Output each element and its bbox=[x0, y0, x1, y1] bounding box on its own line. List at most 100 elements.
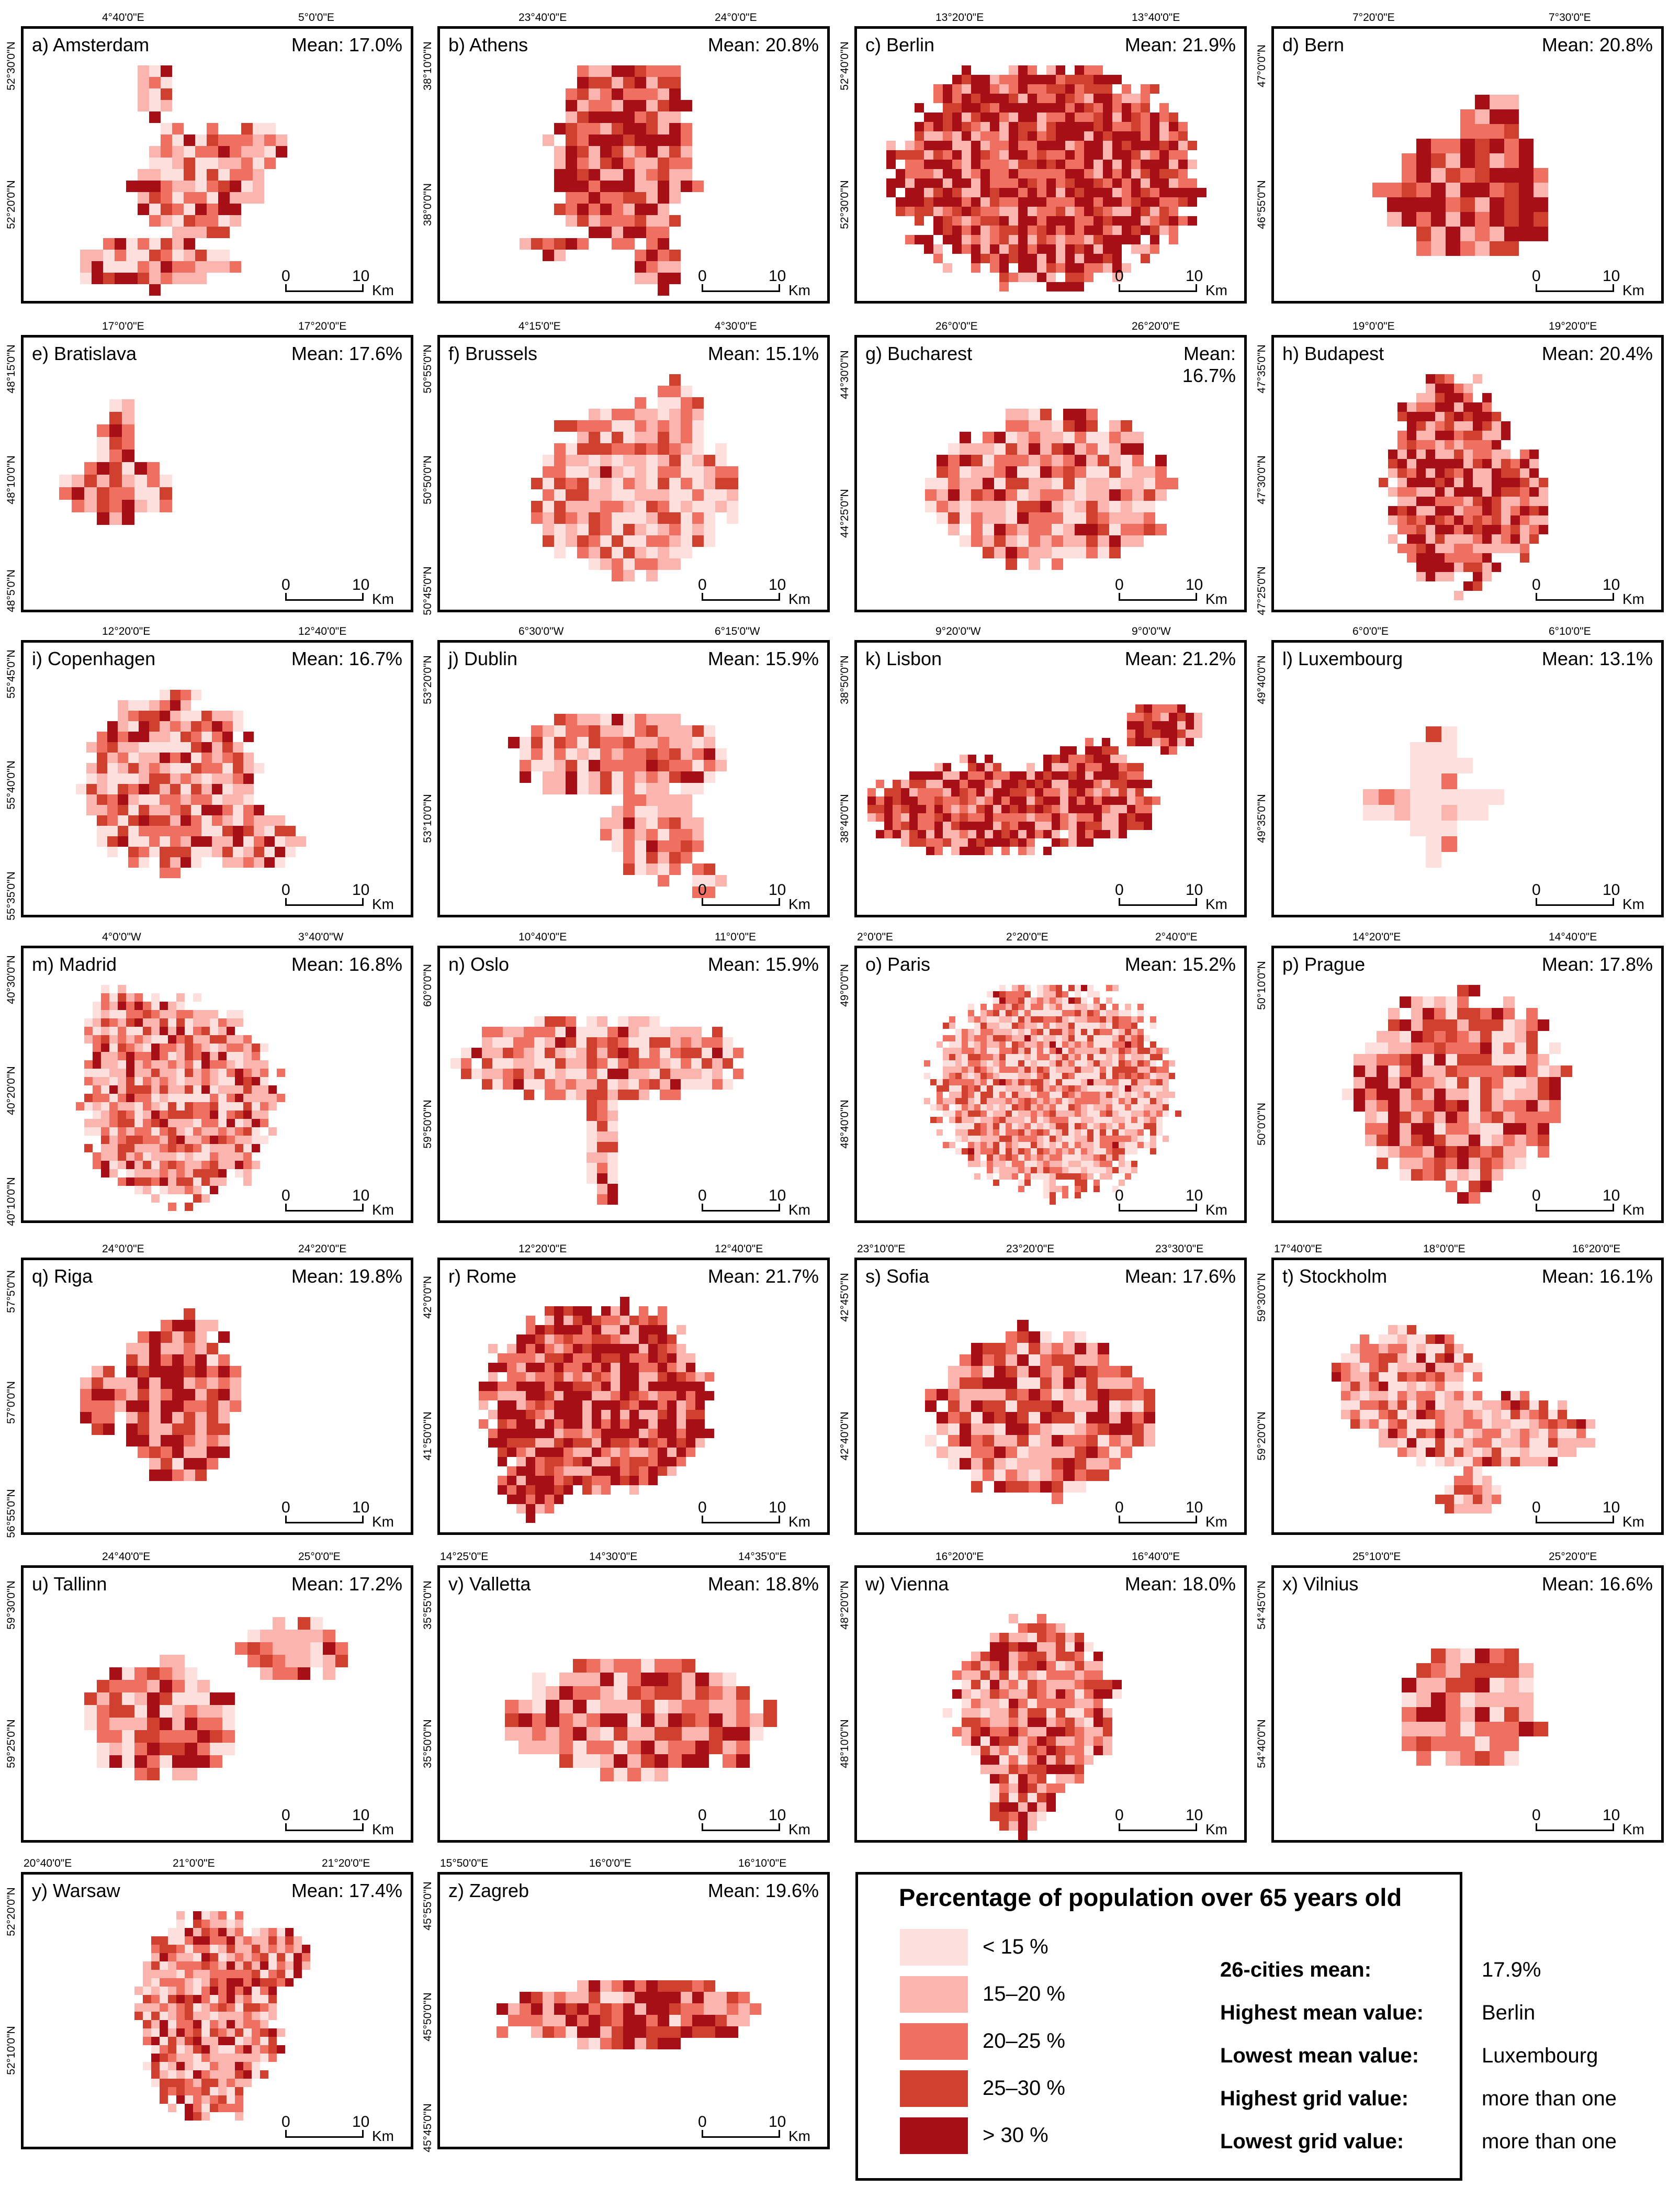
grid-cell bbox=[1127, 788, 1135, 797]
grid-cell bbox=[1006, 1029, 1012, 1035]
grid-cell bbox=[1137, 1054, 1144, 1060]
grid-cell bbox=[909, 780, 918, 788]
grid-cell bbox=[1077, 755, 1085, 763]
grid-cell bbox=[681, 748, 692, 760]
grid-cell bbox=[607, 1121, 618, 1131]
grid-cell bbox=[1050, 1136, 1056, 1142]
grid-cell bbox=[924, 207, 933, 216]
grid-cell bbox=[1018, 1098, 1024, 1104]
grid-cell bbox=[1068, 1016, 1075, 1023]
grid-cell bbox=[993, 813, 1001, 822]
grid-cell bbox=[1377, 1158, 1388, 1169]
grid-cell bbox=[1018, 1142, 1024, 1148]
grid-cell bbox=[218, 1177, 227, 1186]
grid-cell bbox=[1103, 150, 1112, 160]
grid-cell bbox=[1103, 235, 1112, 244]
grid-cell bbox=[635, 111, 646, 123]
grid-cell bbox=[1169, 704, 1177, 713]
grid-cell bbox=[968, 813, 976, 822]
grid-cell bbox=[1365, 1089, 1377, 1100]
grid-cell bbox=[160, 1136, 168, 1144]
grid-cell bbox=[1012, 991, 1018, 997]
grid-cell bbox=[138, 204, 149, 215]
grid-cell bbox=[1018, 150, 1028, 160]
grid-cell bbox=[628, 1048, 639, 1058]
grid-cell bbox=[1515, 1100, 1526, 1112]
grid-cell bbox=[669, 558, 681, 570]
grid-cell bbox=[669, 88, 681, 100]
grid-cell bbox=[543, 748, 554, 760]
grid-cell bbox=[1086, 432, 1098, 443]
grid-cell bbox=[118, 1144, 126, 1152]
grid-cell bbox=[1043, 1004, 1050, 1010]
grid-cell bbox=[161, 134, 172, 146]
grid-cell bbox=[109, 1152, 118, 1161]
grid-cell bbox=[943, 1023, 949, 1029]
grid-cell bbox=[1068, 822, 1077, 830]
grid-cell bbox=[1469, 1192, 1480, 1204]
grid-cell bbox=[1052, 466, 1063, 478]
grid-cell bbox=[243, 1119, 252, 1127]
grid-cell bbox=[952, 75, 962, 84]
grid-cell bbox=[1122, 207, 1131, 216]
grid-cell bbox=[1017, 455, 1029, 466]
grid-cell bbox=[1093, 160, 1103, 169]
grid-cell bbox=[1087, 1067, 1093, 1073]
grid-cell bbox=[1050, 1117, 1056, 1123]
grid-cell bbox=[176, 1077, 185, 1085]
grid-cell bbox=[1379, 789, 1394, 805]
grid-cell bbox=[1037, 1129, 1043, 1136]
grid-cell bbox=[1017, 512, 1029, 524]
grid-cell bbox=[1052, 771, 1060, 780]
grid-cell bbox=[151, 993, 160, 1002]
grid-cell bbox=[692, 887, 704, 898]
grid-cell bbox=[492, 1027, 503, 1037]
city-label: b) Athens bbox=[448, 34, 528, 55]
grid-cell bbox=[1416, 572, 1426, 581]
grid-cell bbox=[241, 134, 253, 146]
grid-cell bbox=[543, 771, 554, 783]
grid-cell bbox=[926, 822, 934, 830]
grid-cell bbox=[176, 1018, 185, 1027]
grid-cell bbox=[1031, 1142, 1037, 1148]
grid-cell bbox=[168, 1102, 176, 1111]
grid-cell bbox=[218, 192, 230, 204]
grid-cell bbox=[987, 1079, 993, 1085]
grid-cell bbox=[516, 1353, 526, 1363]
grid-cell bbox=[227, 1152, 235, 1161]
grid-cell bbox=[1426, 742, 1441, 758]
grid-cell bbox=[612, 558, 623, 570]
grid-cell bbox=[612, 88, 623, 100]
grid-cell bbox=[1155, 478, 1167, 489]
grid-cell bbox=[1093, 1023, 1100, 1029]
grid-cell bbox=[985, 763, 993, 771]
grid-cell bbox=[1081, 1148, 1087, 1154]
grid-cell bbox=[974, 1142, 980, 1148]
grid-cell bbox=[1137, 1117, 1144, 1123]
grid-cell bbox=[193, 1094, 201, 1102]
grid-cell bbox=[623, 111, 635, 123]
grid-cell bbox=[1445, 431, 1454, 440]
grid-cell bbox=[566, 88, 577, 100]
grid-cell bbox=[218, 1069, 227, 1077]
grid-cell bbox=[962, 103, 971, 113]
grid-cell bbox=[620, 1297, 629, 1306]
grid-cell bbox=[134, 1085, 143, 1094]
grid-cell bbox=[576, 1079, 587, 1090]
grid-cell bbox=[1131, 1092, 1137, 1098]
grid-cell bbox=[993, 1092, 999, 1098]
grid-cell bbox=[1027, 763, 1035, 771]
latitude-tick-label: 48°40'0"N bbox=[839, 1099, 851, 1149]
grid-cell bbox=[1028, 160, 1037, 169]
grid-cell bbox=[230, 192, 241, 204]
grid-cell bbox=[1460, 109, 1475, 124]
grid-cell bbox=[1400, 1019, 1411, 1031]
grid-cell bbox=[1068, 1111, 1075, 1117]
grid-cell bbox=[612, 466, 623, 478]
grid-cell bbox=[930, 1117, 937, 1123]
grid-cell bbox=[993, 1104, 999, 1111]
grid-cell bbox=[1075, 150, 1084, 160]
grid-cell bbox=[161, 192, 172, 204]
grid-cell bbox=[1100, 1173, 1106, 1180]
grid-cell bbox=[669, 192, 681, 204]
